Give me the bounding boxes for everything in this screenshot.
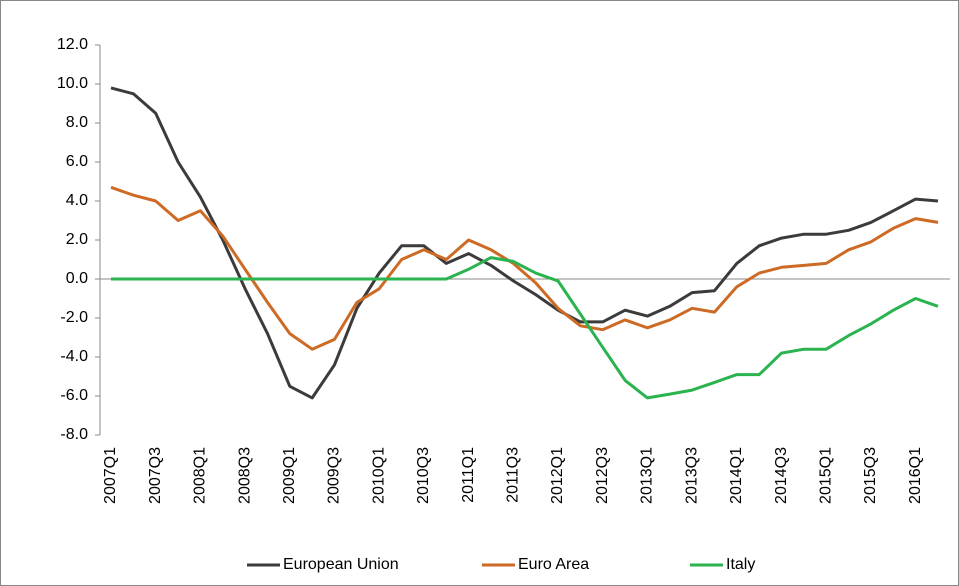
x-tick-label: 2015Q1	[817, 447, 834, 504]
y-tick-label: 8.0	[66, 114, 88, 131]
x-tick-label: 2008Q1	[192, 447, 209, 504]
y-tick-label: 12.0	[57, 36, 88, 53]
x-tick-label: 2009Q3	[326, 447, 343, 504]
x-tick-label: 2011Q3	[505, 447, 522, 503]
x-tick-label: 2009Q1	[281, 447, 298, 504]
y-tick-label: 0.0	[66, 270, 88, 287]
x-tick-label: 2008Q3	[236, 447, 253, 504]
y-tick-label: 6.0	[66, 153, 88, 170]
x-tick-label: 2010Q3	[415, 447, 432, 504]
line-series	[110, 185, 939, 351]
x-tick-label: 2007Q1	[102, 447, 119, 504]
x-tick-label: 2007Q3	[147, 447, 164, 504]
y-tick-label: -6.0	[60, 387, 88, 404]
x-tick-label: 2011Q1	[460, 447, 477, 503]
legend-label: European Union	[283, 556, 399, 573]
y-tick-label: -2.0	[60, 309, 88, 326]
x-tick-label: 2013Q3	[683, 447, 700, 504]
y-tick-label: 2.0	[66, 231, 88, 248]
legend-label: Euro Area	[518, 556, 589, 573]
y-tick-label: -8.0	[60, 426, 88, 443]
x-tick-label: 2012Q3	[594, 447, 611, 504]
x-tick-label: 2013Q1	[639, 447, 656, 504]
legend-label: Italy	[726, 556, 755, 573]
y-tick-label: 10.0	[57, 75, 88, 92]
x-tick-label: 2014Q1	[728, 447, 745, 504]
x-tick-label: 2015Q3	[862, 447, 879, 504]
x-tick-label: 2016Q1	[907, 447, 924, 504]
x-tick-label: 2010Q1	[370, 447, 387, 504]
y-tick-label: 4.0	[66, 192, 88, 209]
x-tick-label: 2014Q3	[773, 447, 790, 504]
line-series	[110, 86, 939, 400]
x-tick-label: 2012Q1	[549, 447, 566, 504]
y-tick-label: -4.0	[60, 348, 88, 365]
line-series	[111, 256, 939, 400]
